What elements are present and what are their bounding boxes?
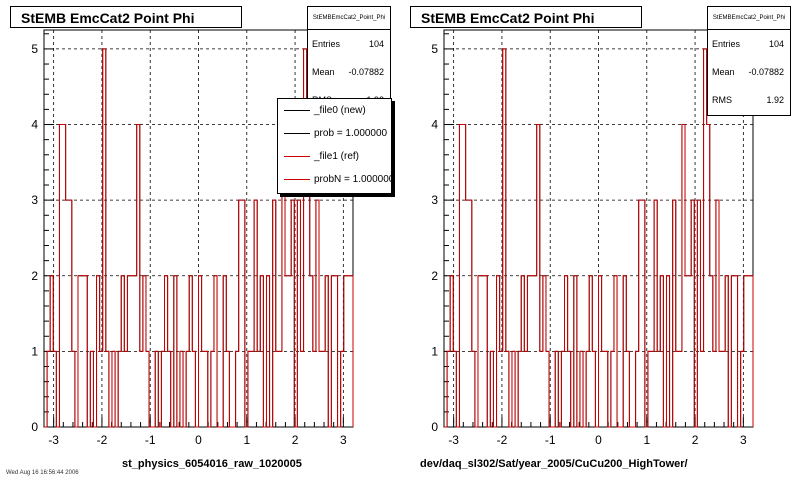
y-tick-label: 3	[431, 193, 438, 207]
plot-title: StEMB EmcCat2 Point Phi	[410, 6, 642, 28]
histogram-pad-left: -3 -2 -1 0 1 2 3 0 1 2 3 4 5 StEMB EmcCat2 Point Phi…	[10, 6, 392, 470]
x-axis-label: st_physics_6054016_raw_1020005	[122, 458, 302, 470]
y-tick-label: 1	[431, 344, 438, 358]
stats-value: 104	[768, 39, 784, 49]
stats-row-entries: Entries 104	[308, 30, 390, 58]
legend-label: _file0 (new)	[314, 105, 366, 116]
stats-key: Mean	[712, 67, 735, 77]
stats-key: Entries	[312, 39, 341, 49]
y-tick-label: 5	[431, 42, 438, 56]
x-tick-label: -3	[48, 433, 59, 447]
x-tick-label: -2	[497, 433, 508, 447]
x-axis-label: dev/daq_sl302/Sat/year_2005/CuCu200_High…	[420, 458, 688, 470]
x-tick-label: -1	[145, 433, 156, 447]
legend-line	[284, 110, 310, 111]
stats-row-mean: Mean -0.07882	[308, 58, 390, 86]
legend-item: prob = 1.000000	[278, 122, 391, 145]
legend-line	[284, 156, 310, 157]
y-tick-label: 4	[31, 118, 38, 132]
stats-name: StEMBEmcCat2_Point_Phi	[308, 7, 390, 30]
histogram-plot-left: -3 -2 -1 0 1 2 3 0 1 2 3 4 5	[31, 29, 354, 447]
legend-item: probN = 1.000000	[278, 168, 391, 191]
legend-line	[284, 179, 310, 180]
timestamp-footer: Wed Aug 16 16:56:44 2006	[6, 470, 79, 476]
y-tick-label: 2	[431, 269, 438, 283]
legend-line	[284, 133, 310, 134]
stats-value: 104	[368, 39, 384, 49]
stats-value: 1.92	[766, 95, 784, 105]
y-tick-label: 0	[31, 420, 38, 434]
x-tick-label: -2	[97, 433, 108, 447]
x-tick-label: 1	[243, 433, 250, 447]
y-tick-label: 5	[31, 42, 38, 56]
histogram-series	[44, 48, 354, 428]
x-tick-label: 3	[740, 433, 747, 447]
y-tick-label: 1	[31, 344, 38, 358]
y-tick-label: 0	[431, 420, 438, 434]
legend-item: _file0 (new)	[278, 99, 391, 122]
stats-value: -0.07882	[348, 67, 384, 77]
x-tick-label: 1	[643, 433, 650, 447]
x-tick-label: 2	[292, 433, 299, 447]
histogram-series	[444, 48, 754, 428]
y-tick-label: 4	[431, 118, 438, 132]
stats-name: StEMBEmcCat2_Point_Phi	[708, 7, 790, 30]
stats-key: Mean	[312, 67, 335, 77]
stats-row-mean: Mean -0.07882	[708, 58, 790, 86]
histogram-pad-right: -3 -2 -1 0 1 2 3 0 1 2 3 4 5 StEMB EmcCat2 Point Phi…	[400, 0, 800, 480]
legend-label: probN = 1.000000	[314, 174, 392, 185]
x-tick-label: -3	[448, 433, 459, 447]
y-tick-label: 3	[31, 193, 38, 207]
legend[interactable]: _file0 (new) prob = 1.000000 _file1 (ref…	[277, 98, 392, 194]
x-tick-label: 3	[340, 433, 347, 447]
plot-title: StEMB EmcCat2 Point Phi	[10, 6, 242, 28]
legend-label: prob = 1.000000	[314, 128, 388, 139]
x-tick-label: 0	[595, 433, 602, 447]
x-tick-label: -1	[545, 433, 556, 447]
stats-row-rms: RMS 1.92	[708, 86, 790, 114]
legend-label: _file1 (ref)	[314, 151, 360, 162]
stats-key: Entries	[712, 39, 741, 49]
stats-key: RMS	[712, 95, 732, 105]
x-tick-label: 0	[195, 433, 202, 447]
stats-row-entries: Entries 104	[708, 30, 790, 58]
histogram-plot-right: -3 -2 -1 0 1 2 3 0 1 2 3 4 5	[431, 29, 754, 447]
y-tick-label: 2	[31, 269, 38, 283]
legend-item: _file1 (ref)	[278, 145, 391, 168]
stats-value: -0.07882	[748, 67, 784, 77]
x-tick-label: 2	[692, 433, 699, 447]
stats-box[interactable]: StEMBEmcCat2_Point_Phi Entries 104 Mean …	[707, 6, 791, 116]
